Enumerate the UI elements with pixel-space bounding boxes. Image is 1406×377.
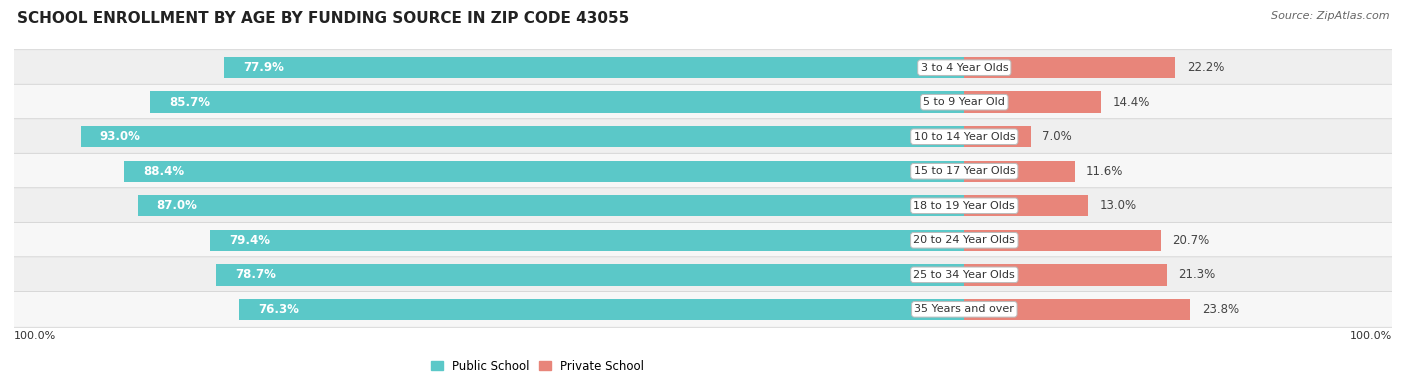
Bar [209, 230, 965, 251]
Legend: Public School, Private School: Public School, Private School [426, 355, 650, 377]
Text: 93.0%: 93.0% [100, 130, 141, 143]
Text: 85.7%: 85.7% [169, 96, 209, 109]
Bar [965, 92, 1101, 113]
Text: 18 to 19 Year Olds: 18 to 19 Year Olds [914, 201, 1015, 211]
Bar [965, 264, 1167, 285]
Text: 23.8%: 23.8% [1202, 303, 1239, 316]
Bar [124, 161, 965, 182]
Bar [224, 57, 965, 78]
Bar [965, 161, 1074, 182]
FancyBboxPatch shape [4, 119, 1402, 155]
Text: 87.0%: 87.0% [156, 199, 197, 212]
Bar [965, 195, 1088, 216]
Bar [965, 57, 1175, 78]
Bar [965, 299, 1191, 320]
Text: 78.7%: 78.7% [235, 268, 277, 281]
Text: 79.4%: 79.4% [229, 234, 270, 247]
FancyBboxPatch shape [4, 188, 1402, 224]
Text: 13.0%: 13.0% [1099, 199, 1136, 212]
Bar [965, 126, 1031, 147]
Text: 5 to 9 Year Old: 5 to 9 Year Old [924, 97, 1005, 107]
Bar [239, 299, 965, 320]
Text: 3 to 4 Year Olds: 3 to 4 Year Olds [921, 63, 1008, 73]
Bar [80, 126, 965, 147]
Text: Source: ZipAtlas.com: Source: ZipAtlas.com [1271, 11, 1389, 21]
Text: 100.0%: 100.0% [1350, 331, 1392, 341]
FancyBboxPatch shape [4, 84, 1402, 120]
Bar [965, 230, 1161, 251]
Text: SCHOOL ENROLLMENT BY AGE BY FUNDING SOURCE IN ZIP CODE 43055: SCHOOL ENROLLMENT BY AGE BY FUNDING SOUR… [17, 11, 628, 26]
FancyBboxPatch shape [4, 257, 1402, 293]
Text: 11.6%: 11.6% [1085, 165, 1123, 178]
Text: 35 Years and over: 35 Years and over [914, 304, 1014, 314]
Text: 7.0%: 7.0% [1042, 130, 1071, 143]
Text: 20.7%: 20.7% [1173, 234, 1209, 247]
Text: 100.0%: 100.0% [14, 331, 56, 341]
FancyBboxPatch shape [4, 222, 1402, 258]
Text: 14.4%: 14.4% [1112, 96, 1150, 109]
Text: 15 to 17 Year Olds: 15 to 17 Year Olds [914, 166, 1015, 176]
Text: 77.9%: 77.9% [243, 61, 284, 74]
Text: 21.3%: 21.3% [1178, 268, 1215, 281]
Bar [150, 92, 965, 113]
Text: 22.2%: 22.2% [1187, 61, 1225, 74]
FancyBboxPatch shape [4, 291, 1402, 327]
Text: 10 to 14 Year Olds: 10 to 14 Year Olds [914, 132, 1015, 142]
Text: 25 to 34 Year Olds: 25 to 34 Year Olds [914, 270, 1015, 280]
Text: 88.4%: 88.4% [143, 165, 184, 178]
Text: 20 to 24 Year Olds: 20 to 24 Year Olds [914, 235, 1015, 245]
Bar [217, 264, 965, 285]
Text: 76.3%: 76.3% [259, 303, 299, 316]
FancyBboxPatch shape [4, 153, 1402, 189]
FancyBboxPatch shape [4, 50, 1402, 86]
Bar [138, 195, 965, 216]
